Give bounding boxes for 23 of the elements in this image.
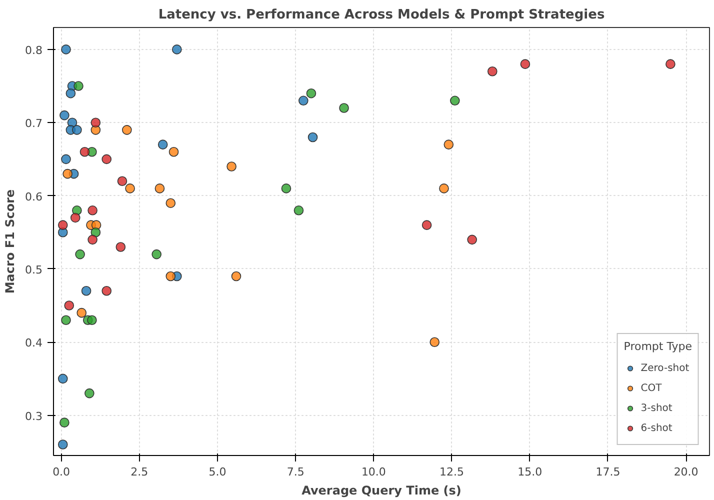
y-tick-label: 0.7 xyxy=(25,117,43,130)
x-tick-label: 0.0 xyxy=(52,466,70,478)
y-tick-label: 0.6 xyxy=(25,190,43,204)
x-tick-label: 17.5 xyxy=(596,466,620,478)
x-axis-title: Average Query Time (s) xyxy=(302,484,462,498)
legend-label: Zero-shot xyxy=(640,362,690,374)
y-tick-label: 0.4 xyxy=(25,336,43,350)
x-tick-label: 20.0 xyxy=(674,466,698,478)
y-tick-label: 0.8 xyxy=(25,44,43,57)
x-tick-label: 12.5 xyxy=(440,466,464,478)
x-tick-label: 7.5 xyxy=(286,466,304,478)
x-tick-label: 2.5 xyxy=(130,466,148,478)
x-tick-label: 5.0 xyxy=(208,466,226,478)
x-tick-label: 10.0 xyxy=(361,466,386,478)
legend-title: Prompt Type xyxy=(624,340,692,353)
chart-title: Latency vs. Performance Across Models & Prompt Strategies xyxy=(158,8,605,22)
legend-label: 3-shot xyxy=(640,402,672,414)
y-tick-label: 0.5 xyxy=(25,263,43,276)
y-axis-title: Macro F1 Score xyxy=(3,189,18,294)
y-tick-label: 0.3 xyxy=(25,410,43,423)
legend-label: COT xyxy=(640,382,662,394)
legend-label: 6-shot xyxy=(640,422,672,434)
x-tick-label: 15.0 xyxy=(518,466,542,478)
